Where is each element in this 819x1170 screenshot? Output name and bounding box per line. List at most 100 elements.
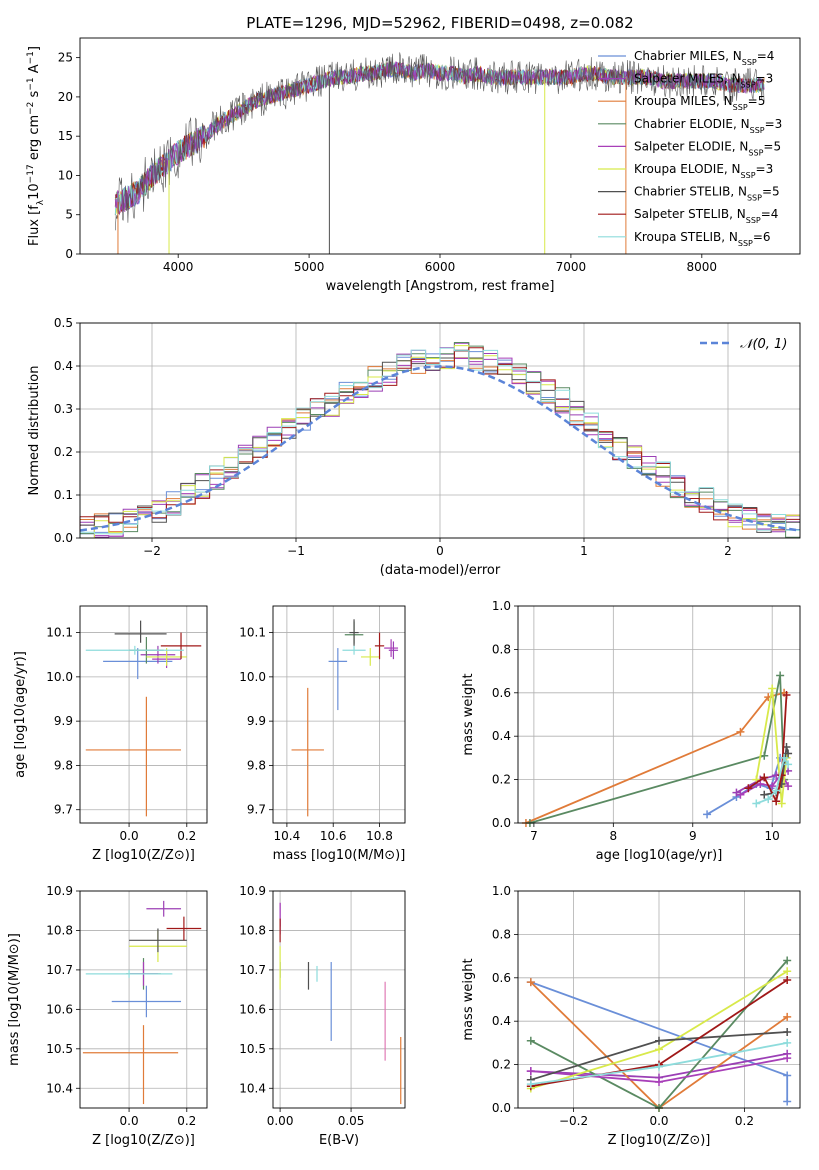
x-tick-label: 0.2 bbox=[735, 1114, 754, 1128]
x-tick-label: 5000 bbox=[294, 260, 325, 274]
weight-point bbox=[768, 684, 777, 693]
x-tick-label: 7 bbox=[530, 829, 538, 843]
x-tick-label: 0.05 bbox=[338, 1114, 365, 1128]
y-tick-label: 10.9 bbox=[239, 884, 266, 898]
y-tick-label: 0.5 bbox=[54, 316, 73, 330]
y-tick-label: 10 bbox=[58, 168, 73, 182]
y-tick-label: 10.1 bbox=[46, 626, 73, 640]
x-tick-label: 2 bbox=[724, 544, 732, 558]
x-tick-label: 10.4 bbox=[274, 829, 301, 843]
y-tick-label: 10.7 bbox=[239, 963, 266, 977]
spectrum-panel: 4000 5000 6000 7000 8000 0 5 10 15 20 25 wavelength… bbox=[26, 37, 801, 294]
x-tick-label: 0.0 bbox=[120, 829, 139, 843]
weight-point bbox=[783, 1097, 792, 1106]
y-tick-label: 10.8 bbox=[239, 923, 266, 937]
mass-vs-Z-panel: 0.0 0.2 10.4 10.5 10.6 10.7 10.8 10.9 Z [log10(Z… bbox=[7, 884, 208, 1148]
x-axis-label: mass [log10(M/M⊙)] bbox=[273, 848, 406, 863]
x-tick-label: −1 bbox=[287, 544, 305, 558]
y-tick-label: 0.8 bbox=[492, 927, 511, 941]
legend-entry: Salpeter STELIB, NSSP=4 bbox=[634, 207, 778, 225]
axes-frame bbox=[79, 605, 208, 824]
weight-point bbox=[655, 1036, 663, 1045]
weight-point bbox=[736, 727, 745, 736]
legend-entry: 𝒩(0, 1) bbox=[740, 337, 787, 352]
y-axis-label: mass weight bbox=[461, 673, 476, 755]
weight-line bbox=[529, 675, 785, 824]
axes-frame bbox=[79, 322, 801, 539]
y-tick-label: 9.8 bbox=[247, 758, 266, 772]
weight-point bbox=[526, 978, 535, 987]
x-axis-label: wavelength [Angstrom, rest frame] bbox=[326, 279, 555, 294]
y-tick-label: 0.2 bbox=[492, 1058, 511, 1072]
y-axis-label: Flux [fλ10−17 erg cm−2 s−1 A−1] bbox=[26, 46, 46, 246]
spectrum-lines bbox=[114, 52, 765, 254]
y-axis-label: mass weight bbox=[461, 958, 476, 1040]
spectrum-legend: Chabrier MILES, NSSP=4 Salpeter MILES, NS… bbox=[598, 49, 782, 247]
y-tick-label: 10.5 bbox=[239, 1042, 266, 1056]
spectrum-line bbox=[115, 52, 765, 231]
weight-point bbox=[526, 1067, 535, 1076]
weight-point bbox=[756, 779, 765, 788]
weight-point bbox=[703, 810, 712, 819]
x-tick-label: 10 bbox=[765, 829, 780, 843]
y-tick-label: 0.4 bbox=[492, 729, 511, 743]
weight-point bbox=[783, 956, 792, 965]
weight-vs-age-panel: 7 8 9 10 0.0 0.2 0.4 0.6 0.8 1.0 age [log10(age/yr… bbox=[461, 599, 801, 863]
x-tick-label: 0.0 bbox=[120, 1114, 139, 1128]
weight-point bbox=[777, 799, 786, 808]
y-tick-label: 10.0 bbox=[46, 670, 73, 684]
residuals-panel: −2 −1 0 1 2 0.0 0.1 0.2 0.3 0.4 0.5 (data-model)/er… bbox=[27, 316, 801, 578]
weight-point bbox=[780, 753, 789, 762]
y-tick-label: 10.9 bbox=[46, 884, 73, 898]
x-tick-label: 6000 bbox=[425, 260, 456, 274]
weight-point bbox=[784, 760, 793, 769]
y-tick-label: 0.3 bbox=[54, 402, 73, 416]
y-tick-label: 0.0 bbox=[54, 531, 73, 545]
x-tick-label: 8000 bbox=[687, 260, 718, 274]
weight-point bbox=[783, 967, 792, 976]
y-tick-label: 9.7 bbox=[54, 803, 73, 817]
y-tick-label: 10.6 bbox=[239, 1002, 266, 1016]
weight-point bbox=[783, 1054, 792, 1063]
y-tick-label: 0.6 bbox=[492, 686, 511, 700]
y-tick-label: 10.7 bbox=[46, 963, 73, 977]
x-tick-label: −2 bbox=[143, 544, 161, 558]
weight-point bbox=[764, 795, 773, 804]
y-tick-label: 0.2 bbox=[54, 445, 73, 459]
x-axis-label: E(B-V) bbox=[319, 1133, 359, 1148]
y-tick-label: 0.0 bbox=[492, 816, 511, 830]
x-tick-label: 8 bbox=[610, 829, 618, 843]
y-tick-label: 10.4 bbox=[239, 1081, 266, 1095]
y-tick-label: 0.2 bbox=[492, 773, 511, 787]
axes-frame bbox=[517, 890, 801, 1109]
panels: 4000 5000 6000 7000 80000510152025wavelength… bbox=[7, 37, 801, 1148]
axes-frame bbox=[79, 890, 208, 1109]
weight-point bbox=[655, 1045, 663, 1054]
y-tick-label: 9.7 bbox=[247, 803, 266, 817]
weight-point bbox=[752, 799, 761, 808]
weight-point bbox=[783, 1028, 792, 1037]
legend-entry: Salpeter MILES, NSSP=3 bbox=[634, 72, 773, 90]
y-tick-label: 25 bbox=[58, 51, 73, 65]
legend-entry: Chabrier MILES, NSSP=4 bbox=[634, 49, 774, 67]
weight-point bbox=[784, 749, 793, 758]
weight-point bbox=[783, 975, 792, 984]
x-tick-label: 0.2 bbox=[177, 1114, 196, 1128]
weight-point bbox=[655, 1077, 663, 1086]
weight-point bbox=[526, 1080, 535, 1089]
x-tick-label: 0.0 bbox=[649, 1114, 668, 1128]
y-tick-label: 10.1 bbox=[239, 626, 266, 640]
y-tick-label: 10.4 bbox=[46, 1081, 73, 1095]
y-tick-label: 10.8 bbox=[46, 923, 73, 937]
x-axis-label: Z [log10(Z/Z⊙)] bbox=[608, 1133, 711, 1148]
x-tick-label: −0.2 bbox=[559, 1114, 588, 1128]
y-tick-label: 9.9 bbox=[247, 714, 266, 728]
y-axis-label: Normed distribution bbox=[27, 366, 42, 496]
weight-point bbox=[772, 797, 781, 806]
y-tick-label: 0.1 bbox=[54, 488, 73, 502]
y-tick-label: 9.9 bbox=[54, 714, 73, 728]
legend-entry: Kroupa STELIB, NSSP=6 bbox=[634, 230, 771, 248]
x-axis-label: Z [log10(Z/Z⊙)] bbox=[92, 1133, 195, 1148]
x-tick-label: 1 bbox=[580, 544, 588, 558]
weight-point bbox=[783, 1012, 792, 1021]
